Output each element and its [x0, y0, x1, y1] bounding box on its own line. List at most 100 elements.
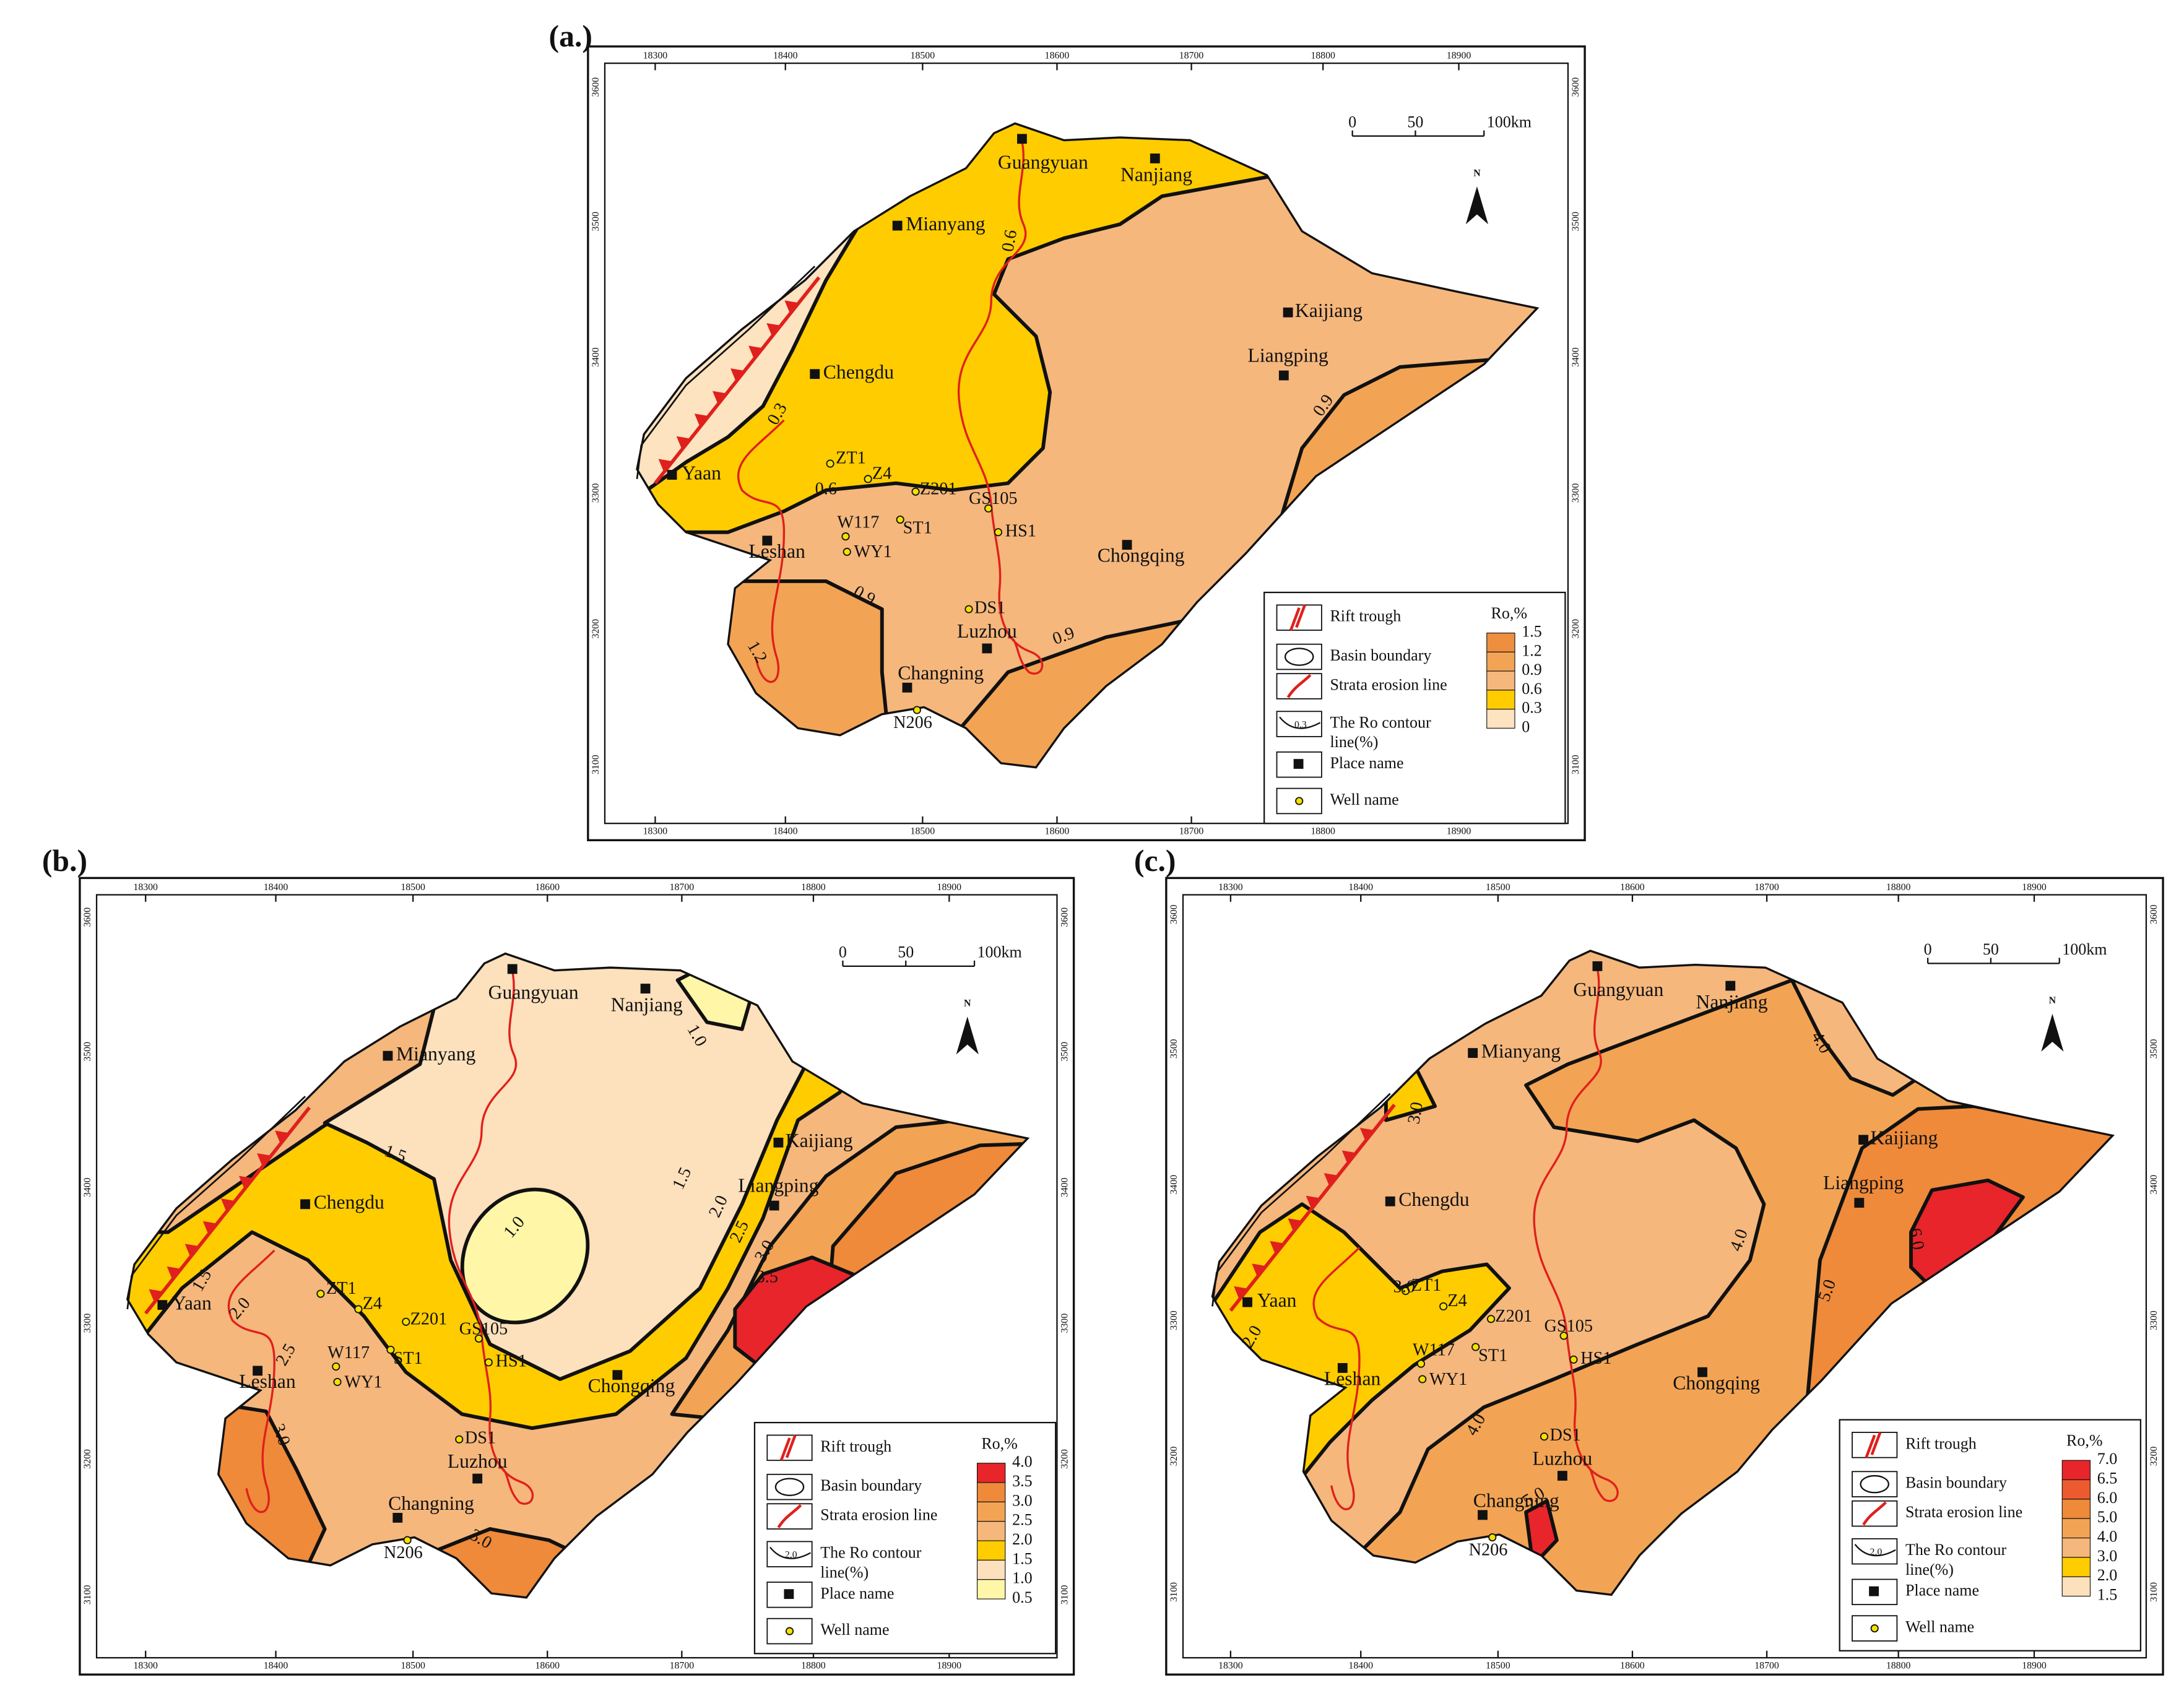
place-name: Kaijiang [786, 1130, 853, 1151]
place-name: Leshan [239, 1370, 296, 1392]
grid-label: 18600 [1045, 51, 1070, 61]
legend-swatch [1486, 651, 1515, 672]
well-marker [896, 515, 904, 524]
legend-erosion [1862, 1501, 1887, 1526]
rift-tooth [676, 436, 691, 450]
scale-label: 50 [898, 943, 914, 961]
legend-swatch [2061, 1576, 2091, 1597]
well-name: W117 [1413, 1340, 1455, 1359]
legend-contour [769, 1546, 811, 1559]
place-marker [982, 643, 992, 654]
grid-label: 3400 [1571, 347, 1581, 367]
legend-icon-box [1852, 1538, 1898, 1565]
legend-ramp-label: 2.0 [1012, 1530, 1033, 1548]
well-name: WY1 [854, 542, 892, 561]
grid-label: 3500 [2149, 1039, 2159, 1059]
well-name: DS1 [465, 1429, 496, 1448]
rift-outline [126, 1096, 306, 1310]
grid-label: 18800 [1311, 826, 1335, 836]
contour-label: 3.0 [1404, 1101, 1427, 1125]
place-name: Guangyuan [488, 981, 579, 1003]
well-marker [964, 605, 973, 613]
place-name: Nanjiang [1696, 991, 1767, 1013]
north-label: N [964, 998, 971, 1009]
grid-label: 3400 [591, 347, 601, 367]
well-marker [1488, 1533, 1497, 1542]
scale-label: 50 [1983, 940, 1999, 958]
well-name: ZT1 [326, 1279, 357, 1298]
place-name: Mianyang [906, 213, 986, 235]
legend-label: Well name [1905, 1618, 1974, 1636]
legend-swatch [1486, 633, 1515, 652]
place-name: Yaan [1257, 1289, 1297, 1311]
grid-label: 3200 [82, 1449, 93, 1469]
grid-label: 18300 [643, 826, 668, 836]
legend-label: line(%) [1905, 1561, 1954, 1578]
grid-label: 3500 [1060, 1042, 1070, 1062]
legend-label: Place name [1905, 1582, 1979, 1600]
legend-erosion [1286, 673, 1312, 698]
place-marker [472, 1473, 483, 1484]
well-name: GS105 [1544, 1317, 1593, 1336]
well-marker [1439, 1302, 1448, 1310]
grid-label: 3200 [1571, 619, 1581, 639]
grid-label: 18500 [401, 1660, 425, 1671]
grid-label: 3300 [1571, 483, 1581, 503]
zone [460, 1187, 590, 1325]
place-marker [1337, 1363, 1348, 1373]
grid-label: 3100 [1060, 1585, 1070, 1604]
grid-label: 18900 [2022, 882, 2047, 893]
well-name: Z201 [410, 1310, 448, 1329]
place-name: Chengdu [1398, 1189, 1469, 1210]
legend-ramp-label: 5.0 [2097, 1508, 2118, 1526]
place-name: Mianyang [1481, 1040, 1561, 1062]
legend-ramp-label: 2.0 [2097, 1566, 2118, 1584]
frame [587, 45, 1586, 842]
well-marker [843, 547, 851, 556]
well-name: ST1 [1478, 1346, 1507, 1365]
place-marker [392, 1512, 403, 1523]
place-marker [507, 964, 518, 974]
grid-label: 18300 [1218, 1660, 1243, 1671]
grid-label: 18300 [133, 882, 158, 893]
grid-label: 3100 [1571, 755, 1581, 774]
grid-label: 3300 [2149, 1310, 2159, 1330]
well-marker [1418, 1375, 1427, 1383]
scale-label: 100km [2062, 940, 2107, 958]
grid-label: 3600 [82, 907, 93, 927]
place-marker [1478, 1510, 1488, 1520]
grid-label: 18600 [535, 882, 560, 893]
place-name: Nanjiang [611, 994, 683, 1016]
legend-swatch [2061, 1518, 2091, 1539]
contour-label: 0.6 [815, 479, 837, 498]
rift-tooth [257, 1153, 272, 1167]
place-name: Luzhou [448, 1450, 508, 1472]
legend-label: line(%) [820, 1563, 869, 1581]
panel-label: (c.) [1134, 844, 1176, 878]
grid-label: 3600 [2149, 904, 2159, 924]
panel-label: (b.) [42, 844, 87, 878]
well-marker [1559, 1331, 1568, 1340]
grid-label: 18900 [1447, 826, 1471, 836]
legend-label: Basin boundary [820, 1476, 922, 1494]
grid-label: 18700 [670, 1660, 695, 1671]
place-marker [1854, 1198, 1865, 1208]
well-name: DS1 [1550, 1426, 1581, 1445]
legend-ramp-label: 1.5 [2097, 1586, 2118, 1604]
legend-label: Rift trough [820, 1437, 891, 1455]
grid-label: 18400 [1348, 882, 1373, 893]
place-marker [1122, 540, 1132, 550]
place-name: Liangping [1823, 1172, 1904, 1193]
legend-basin [1284, 647, 1314, 666]
grid-label: 18900 [937, 882, 962, 893]
rift-line [654, 276, 821, 485]
inner-frame [604, 63, 1569, 825]
grid-label: 18700 [1179, 51, 1204, 61]
rift-tooth [184, 1244, 199, 1257]
place-name: Kaijiang [1870, 1127, 1938, 1149]
well-marker [316, 1289, 325, 1298]
legend-place [1293, 759, 1304, 769]
well-name: GS105 [459, 1319, 508, 1338]
place-marker [667, 470, 677, 480]
